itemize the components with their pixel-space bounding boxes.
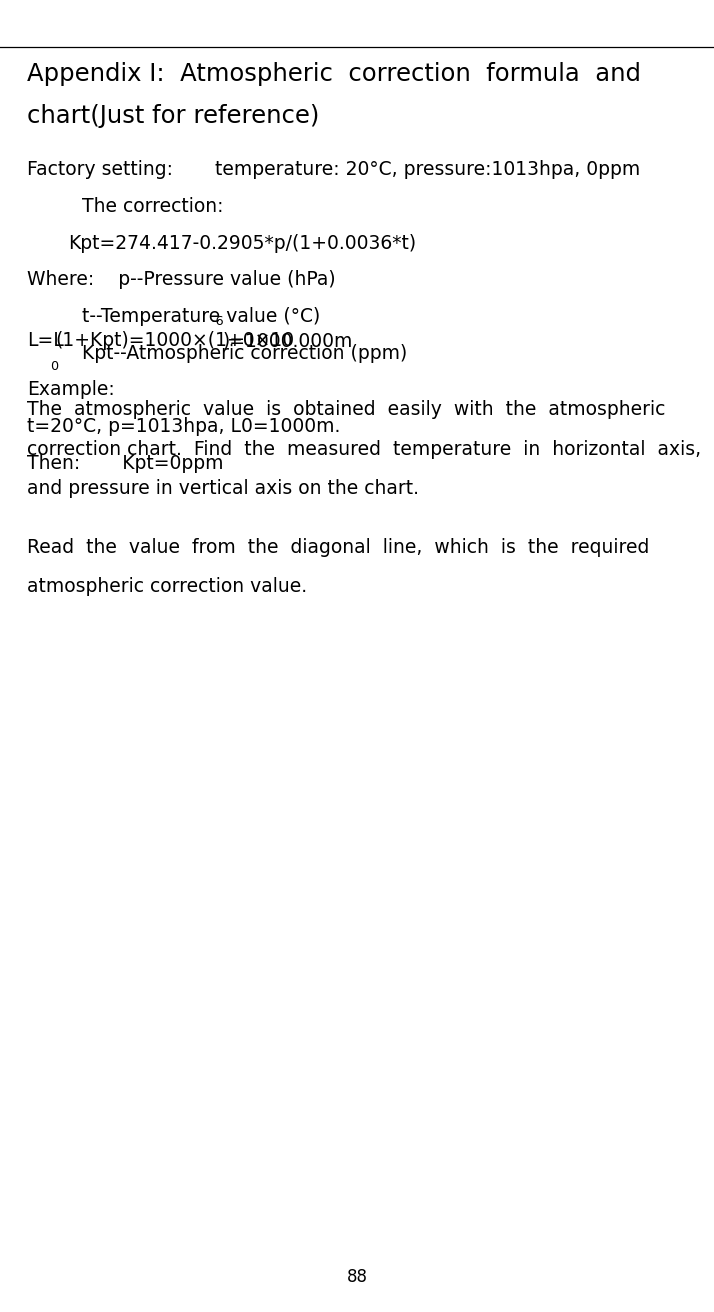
Text: correction chart.  Find  the  measured  temperature  in  horizontal  axis,: correction chart. Find the measured temp… — [27, 440, 701, 458]
Text: L=L: L=L — [27, 332, 64, 350]
Text: The  atmospheric  value  is  obtained  easily  with  the  atmospheric: The atmospheric value is obtained easily… — [27, 400, 665, 419]
Text: -6: -6 — [212, 315, 224, 328]
Text: Kpt--Atmospheric correction (ppm): Kpt--Atmospheric correction (ppm) — [82, 344, 408, 362]
Text: t=20°C, p=1013hpa, L0=1000m.: t=20°C, p=1013hpa, L0=1000m. — [27, 417, 341, 436]
Text: The correction:: The correction: — [82, 197, 223, 215]
Text: Read  the  value  from  the  diagonal  line,  which  is  the  required: Read the value from the diagonal line, w… — [27, 538, 650, 556]
Text: atmospheric correction value.: atmospheric correction value. — [27, 577, 307, 596]
Text: Factory setting:       temperature: 20°C, pressure:1013hpa, 0ppm: Factory setting: temperature: 20°C, pres… — [27, 160, 640, 178]
Text: (1+Kpt)=1000×(1+0×10: (1+Kpt)=1000×(1+0×10 — [56, 332, 295, 350]
Text: t--Temperature value (°C): t--Temperature value (°C) — [82, 307, 321, 325]
Text: Kpt=274.417-0.2905*p/(1+0.0036*t): Kpt=274.417-0.2905*p/(1+0.0036*t) — [68, 234, 416, 252]
Text: Example:: Example: — [27, 380, 115, 399]
Text: Where:    p--Pressure value (hPa): Where: p--Pressure value (hPa) — [27, 270, 336, 289]
Text: chart(Just for reference): chart(Just for reference) — [27, 104, 319, 127]
Text: Appendix I:  Atmospheric  correction  formula  and: Appendix I: Atmospheric correction formu… — [27, 62, 641, 85]
Text: Then:       Kpt=0ppm: Then: Kpt=0ppm — [27, 454, 223, 472]
Text: )=1000.000m: )=1000.000m — [223, 332, 353, 350]
Text: and pressure in vertical axis on the chart.: and pressure in vertical axis on the cha… — [27, 479, 419, 497]
Text: 0: 0 — [51, 359, 59, 373]
Text: 88: 88 — [346, 1267, 368, 1286]
